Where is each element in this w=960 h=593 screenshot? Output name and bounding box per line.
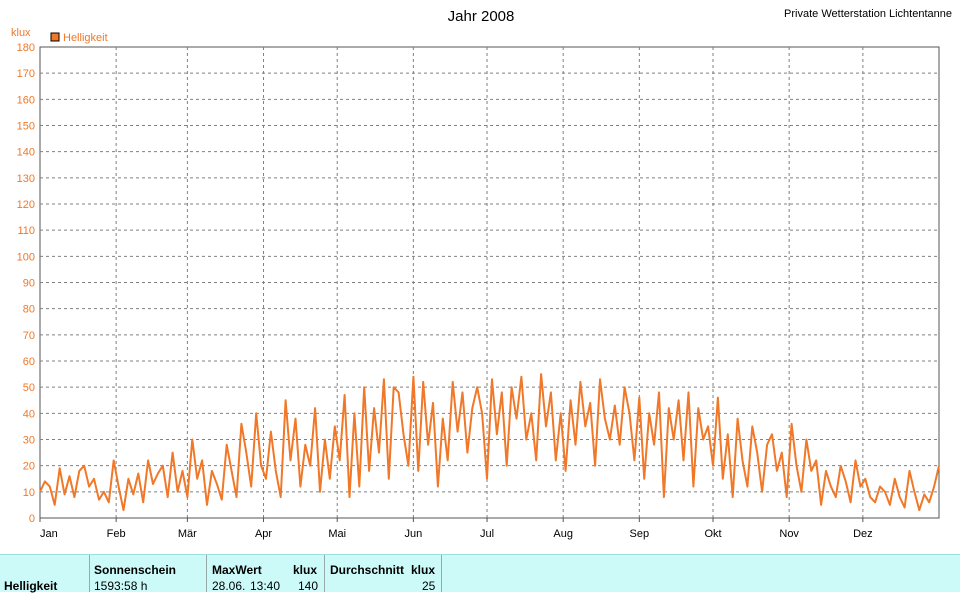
- y-tick-label: 70: [23, 330, 35, 342]
- station-name: Private Wetterstation Lichtentanne: [784, 8, 952, 20]
- row-label: Helligkeit: [4, 579, 58, 593]
- legend-label: Helligkeit: [63, 32, 108, 44]
- y-tick-label: 0: [29, 513, 35, 525]
- series-line-helligkeit: [39, 373, 940, 512]
- x-tick-label: Sep: [630, 528, 650, 540]
- y-tick-label: 150: [17, 121, 35, 133]
- legend-swatch: [50, 32, 60, 42]
- x-tick-label: Apr: [255, 528, 272, 540]
- max-value: 140: [298, 579, 319, 593]
- x-tick-label: Mai: [328, 528, 346, 540]
- y-tick-label: 30: [23, 435, 35, 447]
- brightness-chart: Jahr 2008 Private Wetterstation Lichtent…: [11, 8, 952, 540]
- average-unit: klux: [411, 563, 436, 577]
- x-tick-label: Mär: [178, 528, 197, 540]
- sunshine-value: 1593:58 h: [94, 579, 148, 593]
- average-value: 25: [422, 579, 436, 593]
- statistics-panel: Helligkeit Sonnenschein 1593:58 h MaxWer…: [0, 554, 960, 593]
- y-tick-label: 110: [17, 225, 35, 237]
- x-tick-label: Jul: [480, 528, 494, 540]
- y-tick-label: 10: [23, 487, 35, 499]
- chart-title: Jahr 2008: [448, 8, 515, 25]
- y-tick-label: 160: [17, 94, 35, 106]
- max-unit: klux: [293, 563, 318, 577]
- x-tick-label: Nov: [779, 528, 799, 540]
- x-tick-label: Dez: [853, 528, 873, 540]
- y-tick-label: 100: [17, 251, 35, 263]
- y-axis-ticks: 0 10 20 30 40 50 60 70 80 90 100 110 120 130 140 150 160…: [17, 42, 35, 525]
- x-axis-ticks: Jan Feb Mär Apr Mai Jun Jul Aug Sep Okt Nov Dez: [39, 518, 873, 540]
- column-divider: [206, 555, 207, 592]
- y-tick-label: 140: [17, 147, 35, 159]
- y-tick-label: 120: [17, 199, 35, 211]
- column-divider: [441, 555, 442, 592]
- y-tick-label: 60: [23, 356, 35, 368]
- y-tick-label: 80: [23, 304, 35, 316]
- column-divider: [324, 555, 325, 592]
- sunshine-header: Sonnenschein: [94, 563, 177, 577]
- max-time: 13:40: [250, 579, 281, 593]
- average-header: Durchschnitt: [330, 563, 405, 577]
- y-tick-label: 90: [23, 278, 35, 290]
- y-axis-unit: klux: [11, 27, 31, 39]
- x-tick-label: Jan: [40, 528, 58, 540]
- y-tick-label: 180: [17, 42, 35, 54]
- x-tick-label: Feb: [107, 528, 126, 540]
- y-tick-label: 50: [23, 382, 35, 394]
- y-tick-label: 40: [23, 408, 35, 420]
- x-tick-label: Okt: [704, 528, 721, 540]
- x-tick-label: Aug: [553, 528, 573, 540]
- y-tick-label: 20: [23, 461, 35, 473]
- max-date: 28.06.: [212, 579, 246, 593]
- max-header: MaxWert: [212, 563, 262, 577]
- y-tick-label: 130: [17, 173, 35, 185]
- y-tick-label: 170: [17, 68, 35, 80]
- column-divider: [89, 555, 90, 592]
- x-tick-label: Jun: [404, 528, 422, 540]
